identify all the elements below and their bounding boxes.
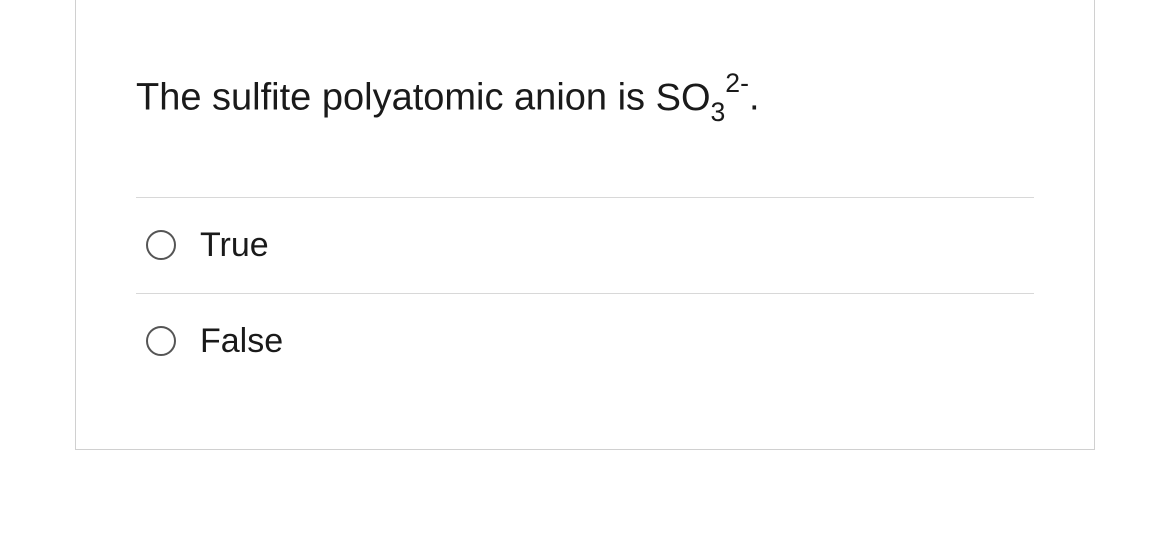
option-true[interactable]: True xyxy=(136,198,1034,294)
radio-icon xyxy=(146,230,176,260)
formula-subscript: 3 xyxy=(711,97,726,127)
question-suffix: . xyxy=(749,77,760,119)
question-card: The sulfite polyatomic anion is SO32-. T… xyxy=(75,0,1095,450)
options-list: True False xyxy=(136,197,1034,389)
formula-base: SO xyxy=(656,77,711,119)
option-false[interactable]: False xyxy=(136,294,1034,389)
formula-superscript: 2- xyxy=(725,68,749,98)
option-label: False xyxy=(200,322,283,361)
chemical-formula: SO32- xyxy=(656,77,749,119)
question-text: The sulfite polyatomic anion is SO32-. xyxy=(136,70,1034,127)
radio-icon xyxy=(146,326,176,356)
question-prefix: The sulfite polyatomic anion is xyxy=(136,77,656,119)
option-label: True xyxy=(200,226,269,265)
